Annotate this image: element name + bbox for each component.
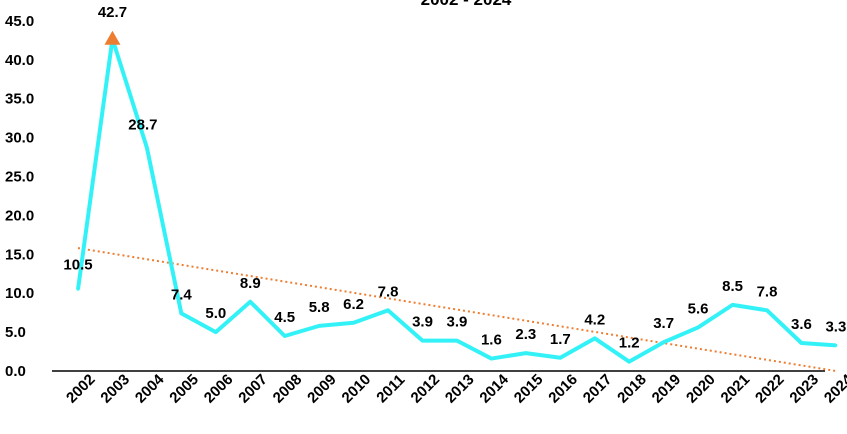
x-tick-label: 2024 (821, 371, 847, 407)
data-label: 5.8 (309, 299, 330, 316)
x-tick-label: 2019 (649, 371, 685, 407)
x-tick-label: 2011 (373, 371, 408, 406)
data-point (352, 321, 356, 325)
data-label: 3.6 (791, 316, 812, 333)
y-tick-label: 20.0 (5, 207, 34, 224)
data-labels: 10.5 42.7 28.7 7.4 5.0 8.9 4.5 5.8 6.2 7.8 3.9 3.9 1… (63, 4, 846, 352)
data-label: 8.9 (240, 275, 261, 292)
x-tick-label: 2023 (786, 371, 822, 407)
x-tick-label: 2017 (580, 371, 616, 407)
data-point (145, 146, 149, 150)
data-point (283, 334, 287, 338)
data-point (593, 336, 597, 340)
data-label: 7.8 (757, 283, 778, 300)
data-label: 4.2 (584, 311, 605, 328)
data-point (524, 351, 528, 355)
data-point (731, 303, 735, 307)
data-point (799, 341, 803, 345)
x-tick-label: 2012 (408, 371, 444, 407)
y-tick-label: 35.0 (5, 91, 34, 108)
data-label: 1.2 (619, 335, 640, 352)
x-tick-label: 2006 (201, 371, 237, 407)
x-tick-label: 2005 (166, 371, 202, 407)
data-point (76, 287, 80, 291)
y-tick-label: 40.0 (5, 52, 34, 69)
data-label: 28.7 (128, 117, 157, 134)
x-tick-label: 2018 (614, 371, 650, 407)
data-label: 3.7 (653, 315, 674, 332)
data-point (489, 357, 493, 361)
data-label: 1.6 (481, 332, 502, 349)
chart-title: 2002 - 2024 (421, 0, 512, 9)
data-label: 5.0 (205, 305, 226, 322)
data-point (455, 339, 459, 343)
data-point (214, 330, 218, 334)
data-label: 3.3 (825, 318, 846, 335)
data-point (558, 356, 562, 360)
data-label: 5.6 (688, 300, 709, 317)
data-point (248, 300, 252, 304)
x-tick-label: 2016 (545, 371, 581, 407)
x-tick-label: 2003 (97, 371, 133, 407)
data-point (765, 308, 769, 312)
data-point (696, 325, 700, 329)
data-label: 8.5 (722, 278, 743, 295)
data-point (179, 311, 183, 315)
data-point (386, 308, 390, 312)
x-tick-label: 2015 (511, 371, 547, 407)
x-tick-label: 2002 (63, 371, 99, 407)
y-tick-label: 45.0 (5, 13, 34, 30)
data-label: 42.7 (98, 4, 127, 21)
y-tick-label: 15.0 (5, 246, 34, 263)
data-point (662, 340, 666, 344)
data-label: 6.2 (343, 296, 364, 313)
y-tick-label: 5.0 (5, 324, 26, 341)
x-tick-label: 2013 (442, 371, 478, 407)
x-tick-label: 2008 (270, 371, 306, 407)
y-tick-label: 0.0 (5, 363, 26, 380)
peak-triangle-marker (104, 30, 121, 45)
x-tick-label: 2009 (304, 371, 340, 407)
x-tick-label: 2022 (752, 371, 788, 407)
y-axis: 0.0 5.0 10.0 15.0 20.0 25.0 30.0 35.0 40.0 45.0 (5, 13, 34, 380)
data-point (834, 343, 838, 347)
x-tick-label: 2010 (339, 371, 375, 407)
data-label: 1.7 (550, 331, 571, 348)
data-label: 2.3 (515, 326, 536, 343)
data-label: 3.9 (412, 314, 433, 331)
data-label: 3.9 (447, 314, 468, 331)
data-point (627, 360, 631, 364)
x-tick-label: 2014 (476, 371, 512, 407)
y-tick-label: 10.0 (5, 285, 34, 302)
x-tick-label: 2020 (683, 371, 719, 407)
x-tick-label: 2004 (132, 371, 168, 407)
data-label: 7.8 (378, 283, 399, 300)
data-point (421, 339, 424, 343)
y-tick-label: 30.0 (5, 130, 34, 147)
x-tick-label: 2021 (718, 371, 754, 407)
data-point (317, 324, 321, 328)
y-tick-label: 25.0 (5, 169, 34, 186)
data-label: 4.5 (274, 309, 295, 326)
data-label: 7.4 (171, 286, 193, 303)
data-label: 10.5 (63, 256, 92, 273)
x-tick-label: 2007 (235, 371, 271, 407)
